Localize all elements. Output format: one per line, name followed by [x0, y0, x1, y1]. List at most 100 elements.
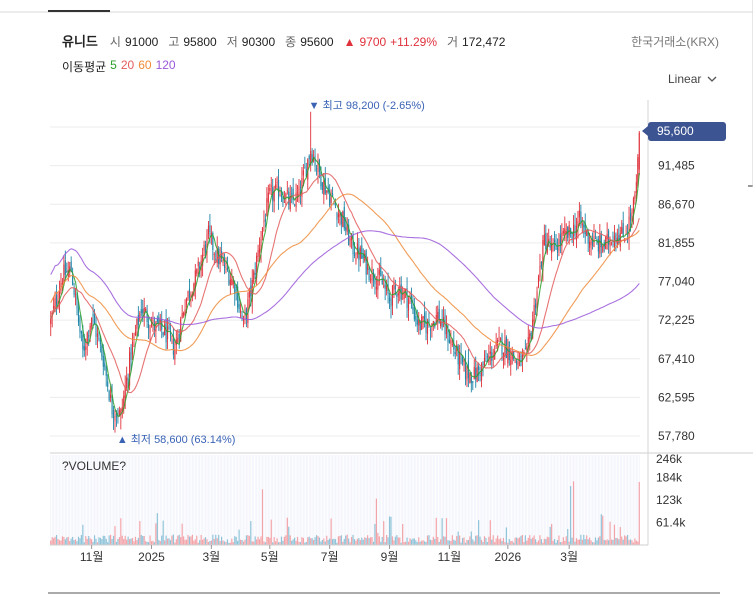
- candle-body: [291, 193, 293, 195]
- volume-bar: [74, 539, 77, 545]
- candle-body: [292, 188, 294, 200]
- volume-bar: [479, 536, 481, 545]
- ma-120-label[interactable]: 120: [155, 58, 176, 72]
- price-tick-label: 57,780: [658, 429, 695, 443]
- volume-bar: [583, 534, 585, 545]
- volume-bar: [72, 536, 74, 545]
- volume-bar: [448, 540, 451, 545]
- ohlc-header: 유니드 시 91000 고 95800 저 90300 종 95600 ▲ 97…: [62, 31, 511, 50]
- candle-body: [251, 279, 253, 302]
- candle-body: [317, 160, 319, 173]
- candle-body: [209, 224, 211, 233]
- volume-tick-label: 123k: [656, 493, 683, 507]
- candle-body: [584, 222, 586, 235]
- candle-body: [194, 270, 196, 289]
- volume-bar: [120, 518, 122, 545]
- volume-bar: [213, 538, 215, 545]
- change-percent: +11.29%: [390, 35, 437, 49]
- candle-body: [539, 265, 541, 277]
- volume-bar: [67, 536, 69, 545]
- ma-20-label[interactable]: 20: [120, 58, 135, 72]
- volume-bar: [115, 541, 118, 545]
- candle-body: [190, 294, 192, 298]
- candle-body: [627, 231, 629, 233]
- candle-body: [602, 246, 604, 252]
- volume-bar: [277, 542, 280, 545]
- candle-body: [403, 290, 405, 299]
- candle-body: [393, 283, 395, 291]
- candle-body: [577, 220, 579, 228]
- candle-body: [183, 312, 185, 316]
- volume-bar: [282, 540, 284, 545]
- ma-5-label[interactable]: 5: [110, 58, 117, 72]
- volume-bar: [502, 537, 505, 545]
- volume-bar: [235, 536, 237, 545]
- volume-bar: [567, 529, 569, 545]
- candle-body: [545, 233, 547, 250]
- price-tick-label: 62,595: [658, 390, 695, 404]
- candle-body: [621, 227, 623, 234]
- candle-body: [365, 250, 367, 275]
- time-tick-label: 11월: [80, 550, 104, 564]
- candle-body: [188, 288, 191, 298]
- volume-bar: [212, 534, 214, 545]
- candle-body: [384, 284, 386, 289]
- volume-bar: [412, 538, 414, 545]
- volume-bar: [591, 542, 594, 545]
- candle-body: [202, 254, 204, 266]
- candle-body: [278, 179, 280, 199]
- volume-bar: [637, 541, 639, 545]
- volume-bar: [568, 541, 570, 545]
- volume-bar: [64, 539, 66, 545]
- candle-body: [108, 391, 110, 401]
- candle-body: [310, 150, 312, 164]
- candle-body: [250, 285, 252, 297]
- moving-average-lines: [50, 156, 640, 418]
- volume-bar: [136, 540, 138, 545]
- volume-bar: [397, 537, 399, 545]
- candle-body: [72, 275, 74, 286]
- candle-body: [187, 290, 189, 300]
- volume-bar: [374, 523, 376, 545]
- volume-bar: [429, 539, 432, 545]
- candle-body: [123, 395, 125, 409]
- volume-bar: [226, 539, 229, 545]
- candle-body: [177, 337, 179, 343]
- volume-bar: [172, 534, 175, 545]
- candle-body: [415, 315, 417, 320]
- volume-bar: [457, 531, 459, 545]
- ma-60-line: [50, 193, 640, 357]
- ma-60-label[interactable]: 60: [138, 58, 152, 72]
- volume-bar: [127, 536, 129, 545]
- volume-bar: [294, 537, 296, 545]
- candle-body: [558, 239, 560, 251]
- candle-body: [321, 182, 323, 190]
- candle-body: [99, 339, 101, 345]
- candle-body: [229, 279, 231, 285]
- volume-bar: [237, 540, 239, 545]
- volume-bar: [79, 538, 81, 545]
- volume-bar: [310, 538, 312, 545]
- candle-body: [86, 332, 88, 345]
- volume-bar: [253, 541, 255, 545]
- volume-bar: [166, 538, 169, 545]
- candle-body: [514, 360, 516, 362]
- time-tick-label: 11월: [438, 550, 462, 564]
- candle-body: [622, 223, 624, 238]
- volume-bar: [621, 536, 623, 545]
- volume-bar: [275, 541, 277, 545]
- volume-bar: [124, 535, 126, 545]
- scale-dropdown[interactable]: Linear: [668, 72, 717, 86]
- candle-body: [130, 347, 132, 361]
- volume-bar: [466, 539, 468, 545]
- candle-body: [447, 329, 449, 343]
- candle-body: [418, 319, 420, 326]
- volume-bar: [551, 523, 553, 545]
- candle-body: [61, 282, 63, 285]
- candle-body: [429, 329, 431, 331]
- volume-bar: [409, 538, 411, 545]
- volume-bar: [229, 542, 231, 545]
- volume-bar: [256, 539, 258, 545]
